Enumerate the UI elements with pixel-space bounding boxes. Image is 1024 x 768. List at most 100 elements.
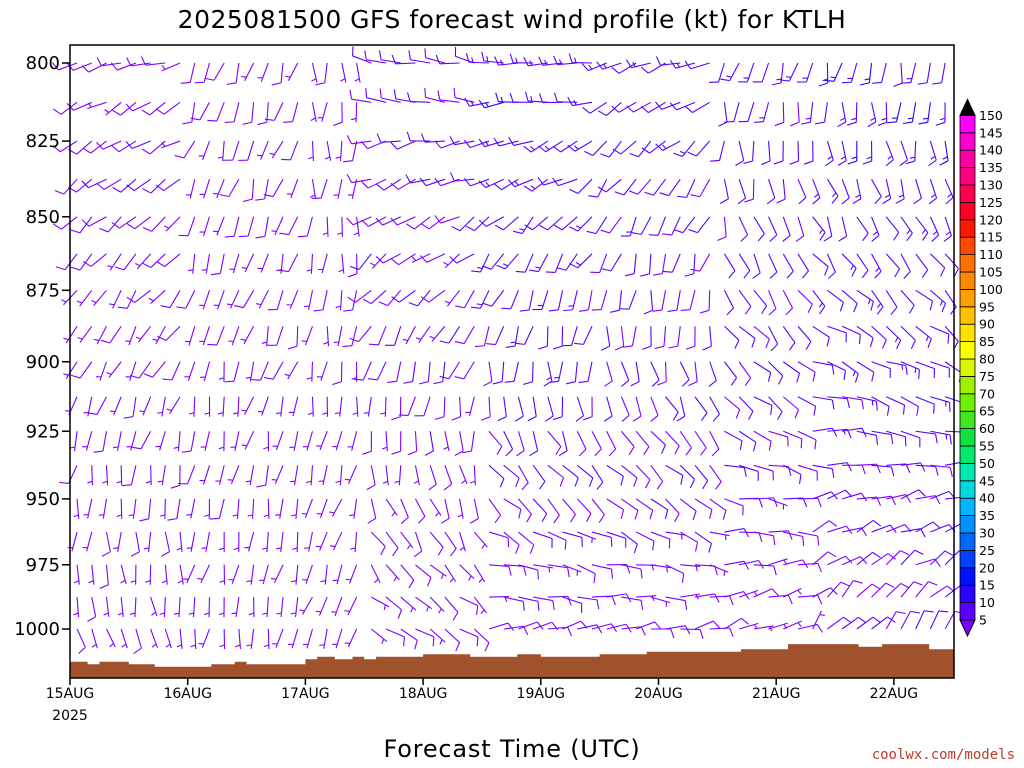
wind-barb <box>518 596 540 611</box>
barb-feather <box>648 234 659 236</box>
wind-barb <box>279 253 299 273</box>
wind-barb <box>650 396 659 422</box>
barb-half-feather <box>263 514 269 518</box>
barb-feather <box>476 605 479 616</box>
barb-shaft <box>234 431 240 451</box>
barb-feather <box>684 625 691 635</box>
wind-barb <box>724 325 740 349</box>
barb-feather <box>52 108 62 115</box>
wind-barb <box>454 326 475 345</box>
barb-half-feather <box>875 267 880 272</box>
barb-shaft <box>96 396 107 415</box>
wind-barb <box>827 325 847 343</box>
wind-barb <box>709 531 730 541</box>
wind-barb <box>176 531 183 553</box>
barb-feather <box>96 141 104 150</box>
barb-feather <box>143 373 153 378</box>
barb-shaft <box>423 396 431 416</box>
barb-shaft <box>812 520 830 533</box>
wind-barb <box>622 326 637 348</box>
wind-barb <box>635 464 651 489</box>
barb-feather <box>126 184 135 191</box>
barb-shaft <box>738 289 752 307</box>
barb-feather <box>735 409 741 419</box>
wind-barb <box>434 396 446 420</box>
barb-shaft <box>562 596 582 604</box>
barb-feather <box>874 270 882 279</box>
wind-barb <box>302 431 313 451</box>
barb-feather <box>586 513 592 523</box>
wind-barb <box>659 178 681 197</box>
barb-half-feather <box>157 411 163 414</box>
colorbar-label: 35 <box>979 508 995 523</box>
barb-shaft <box>696 140 711 157</box>
wind-barb <box>684 60 710 70</box>
barb-shaft <box>524 253 534 273</box>
barb-shaft <box>900 216 913 234</box>
barb-half-feather <box>255 303 262 306</box>
barb-half-feather <box>884 194 891 198</box>
wind-barb <box>184 326 196 346</box>
barb-feather <box>816 624 823 633</box>
wind-barb <box>885 582 910 598</box>
barb-shaft <box>930 464 951 468</box>
barb-half-feather <box>103 612 109 616</box>
barb-feather <box>858 334 861 344</box>
wind-barb <box>790 102 800 127</box>
barb-shaft <box>232 253 240 274</box>
barb-feather <box>129 374 140 379</box>
colorbar-segment <box>959 254 976 273</box>
barb-feather <box>82 260 92 267</box>
wind-barb <box>654 326 667 350</box>
barb-half-feather <box>574 145 579 150</box>
barb-feather <box>854 373 859 383</box>
barb-feather <box>669 60 677 69</box>
barb-shaft <box>415 564 432 578</box>
barb-shaft <box>915 464 936 468</box>
barb-shaft <box>102 431 108 452</box>
wind-barb <box>789 141 800 165</box>
barb-shaft <box>738 589 759 598</box>
barb-feather <box>906 232 913 242</box>
barb-half-feather <box>173 446 179 449</box>
wind-barb <box>694 396 708 421</box>
wind-barb <box>473 564 486 583</box>
barb-shaft <box>440 216 460 224</box>
barb-feather <box>449 136 456 145</box>
barb-feather <box>424 450 434 456</box>
colorbar-label: 10 <box>979 595 995 610</box>
barb-feather <box>734 339 740 349</box>
barb-feather <box>659 192 669 197</box>
barb-shaft <box>355 289 372 303</box>
barb-shaft <box>60 101 78 115</box>
barb-half-feather <box>77 336 83 340</box>
barb-shaft <box>738 464 759 472</box>
wind-barb <box>462 431 475 454</box>
barb-half-feather <box>443 261 449 266</box>
barb-feather <box>743 160 753 164</box>
barb-half-feather <box>98 514 105 516</box>
barb-shaft <box>944 140 949 161</box>
barb-feather <box>673 229 684 234</box>
wind-barb <box>335 465 343 486</box>
barb-feather <box>482 265 492 270</box>
barb-shaft <box>941 62 946 83</box>
wind-barb <box>82 253 107 267</box>
wind-barb <box>488 622 515 632</box>
colorbar-label: 15 <box>979 578 995 593</box>
barb-shaft <box>709 464 722 482</box>
barb-shaft <box>266 597 269 618</box>
barb-feather <box>403 636 405 647</box>
barb-feather <box>481 51 485 62</box>
barb-half-feather <box>558 59 562 65</box>
barb-shaft <box>76 597 80 618</box>
barb-shaft <box>577 253 593 269</box>
barb-feather <box>929 300 934 311</box>
wind-barb <box>812 361 835 375</box>
barb-feather <box>552 345 563 350</box>
wind-barb <box>699 290 711 314</box>
wind-barb <box>899 140 909 167</box>
wind-barb <box>275 498 284 519</box>
barb-shaft <box>900 489 920 500</box>
